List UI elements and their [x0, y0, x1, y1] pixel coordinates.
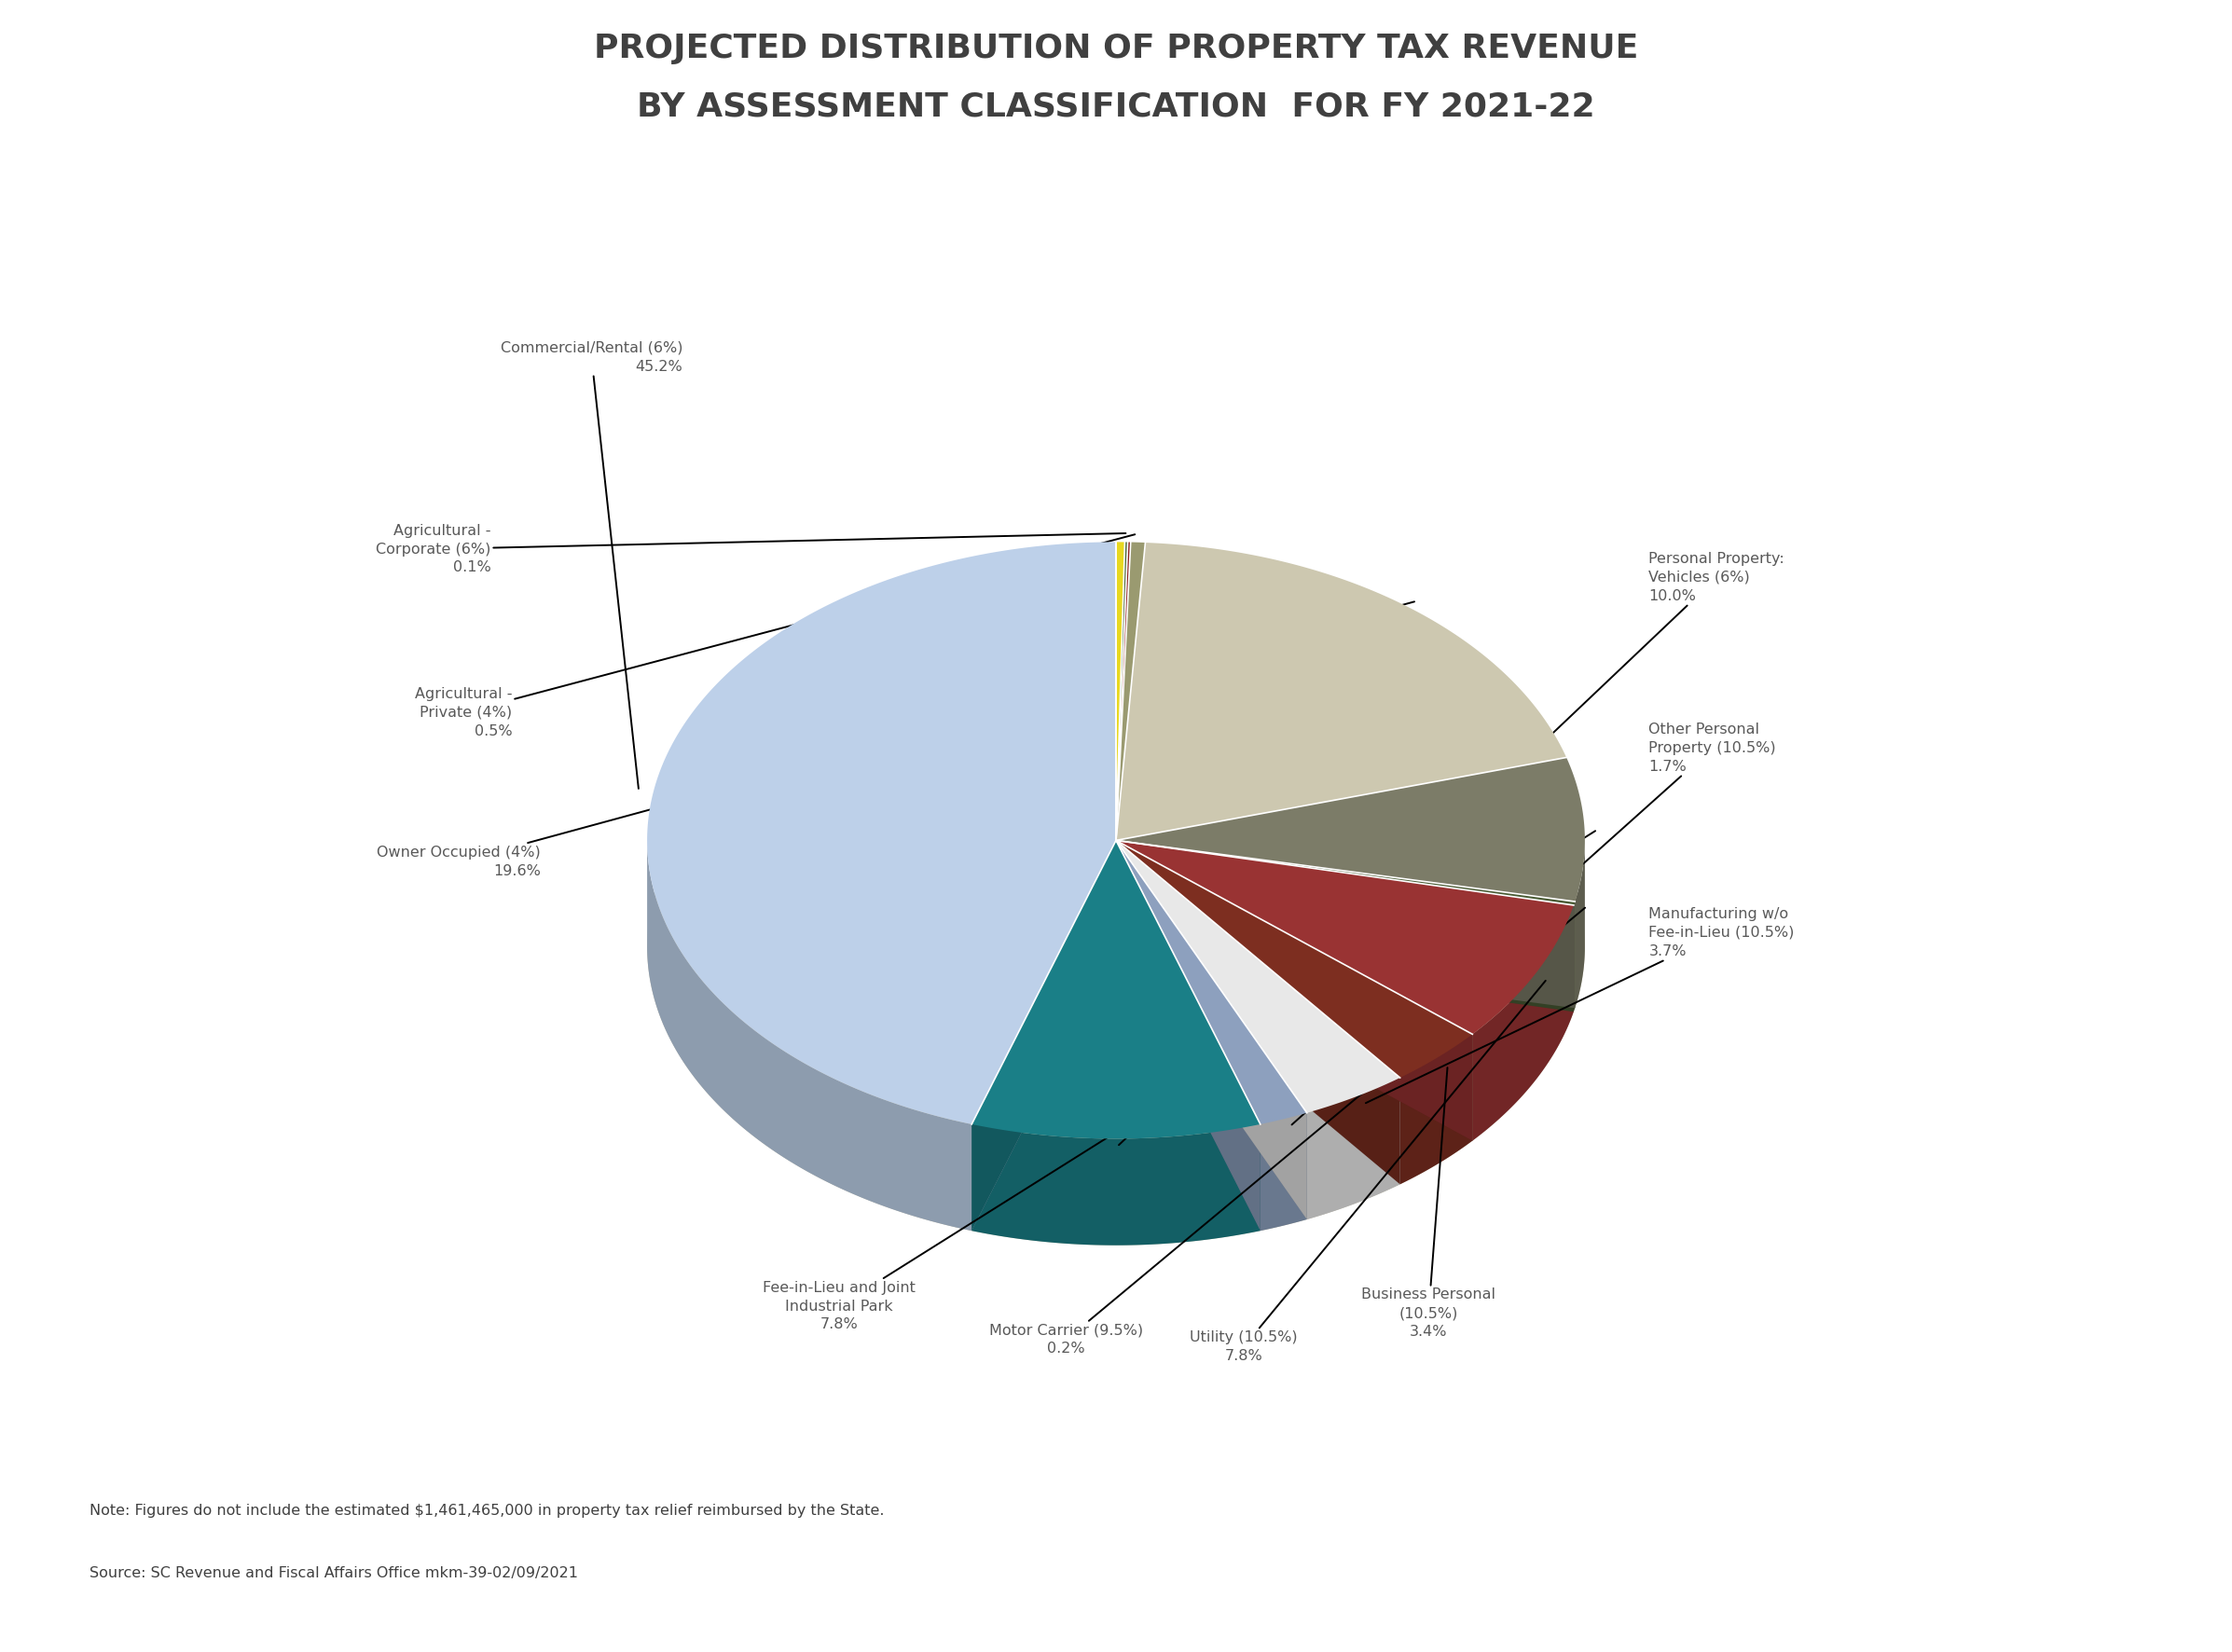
Polygon shape — [971, 841, 1116, 1231]
Polygon shape — [1116, 758, 1585, 902]
Polygon shape — [647, 841, 971, 1231]
Text: Owner Occupied (4%)
19.6%: Owner Occupied (4%) 19.6% — [377, 601, 1415, 877]
Text: Commercial/Rental (6%)
45.2%: Commercial/Rental (6%) 45.2% — [500, 340, 683, 788]
Text: Utility (10.5%)
7.8%: Utility (10.5%) 7.8% — [1190, 981, 1545, 1363]
Polygon shape — [647, 649, 1585, 1246]
Polygon shape — [1116, 841, 1308, 1219]
Polygon shape — [971, 1125, 1261, 1246]
Polygon shape — [1116, 542, 1145, 841]
Polygon shape — [1116, 841, 1399, 1184]
Polygon shape — [1116, 542, 1132, 841]
Polygon shape — [1116, 841, 1399, 1184]
Polygon shape — [1116, 841, 1574, 1011]
Text: Note: Figures do not include the estimated $1,461,465,000 in property tax relief: Note: Figures do not include the estimat… — [89, 1503, 884, 1517]
Polygon shape — [1116, 841, 1576, 1008]
Text: Other Personal
Property (10.5%)
1.7%: Other Personal Property (10.5%) 1.7% — [1292, 722, 1777, 1125]
Polygon shape — [1116, 542, 1567, 841]
Polygon shape — [1116, 841, 1574, 1034]
Polygon shape — [1116, 542, 1127, 841]
Text: Personal Property:
Vehicles (6%)
10.0%: Personal Property: Vehicles (6%) 10.0% — [1118, 552, 1786, 1145]
Polygon shape — [1116, 841, 1308, 1219]
Polygon shape — [1116, 841, 1473, 1077]
Polygon shape — [971, 841, 1261, 1138]
Text: PROJECTED DISTRIBUTION OF PROPERTY TAX REVENUE: PROJECTED DISTRIBUTION OF PROPERTY TAX R… — [594, 33, 1638, 64]
Polygon shape — [1116, 841, 1473, 1142]
Polygon shape — [971, 841, 1116, 1231]
Polygon shape — [1261, 1113, 1308, 1231]
Polygon shape — [1399, 1034, 1473, 1184]
Text: Motor Carrier (9.5%)
0.2%: Motor Carrier (9.5%) 0.2% — [989, 907, 1585, 1356]
Polygon shape — [1473, 905, 1574, 1142]
Text: Fee-in-Lieu and Joint
Industrial Park
7.8%: Fee-in-Lieu and Joint Industrial Park 7.… — [763, 831, 1596, 1332]
Polygon shape — [1116, 841, 1399, 1113]
Polygon shape — [1116, 841, 1576, 1008]
Text: Source: SC Revenue and Fiscal Affairs Office mkm-39-02/09/2021: Source: SC Revenue and Fiscal Affairs Of… — [89, 1566, 578, 1579]
Text: BY ASSESSMENT CLASSIFICATION  FOR FY 2021-22: BY ASSESSMENT CLASSIFICATION FOR FY 2021… — [636, 91, 1596, 122]
Polygon shape — [1116, 841, 1574, 1011]
Text: Business Personal
(10.5%)
3.4%: Business Personal (10.5%) 3.4% — [1362, 1067, 1495, 1338]
Text: Manufacturing w/o
Fee-in-Lieu (10.5%)
3.7%: Manufacturing w/o Fee-in-Lieu (10.5%) 3.… — [1366, 907, 1795, 1104]
Polygon shape — [1116, 841, 1308, 1125]
Polygon shape — [1576, 841, 1585, 1008]
Text: Agricultural -
Corporate (6%)
0.1%: Agricultural - Corporate (6%) 0.1% — [375, 524, 1125, 575]
Polygon shape — [1116, 841, 1473, 1142]
Polygon shape — [1308, 1077, 1399, 1219]
Polygon shape — [1116, 841, 1261, 1231]
Polygon shape — [1116, 542, 1125, 841]
Text: Agricultural -
Private (4%)
0.5%: Agricultural - Private (4%) 0.5% — [415, 534, 1134, 738]
Polygon shape — [647, 542, 1116, 1125]
Polygon shape — [1116, 841, 1576, 905]
Polygon shape — [1116, 841, 1261, 1231]
